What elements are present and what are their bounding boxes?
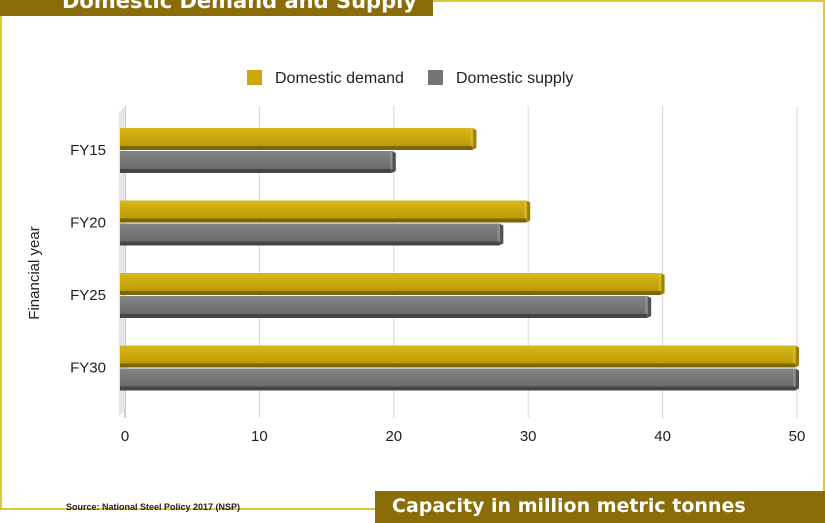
bar-domestic-supply <box>120 296 652 318</box>
x-tick-label: 0 <box>121 428 129 445</box>
source-note: Source: National Steel Policy 2017 (NSP) <box>66 502 241 512</box>
legend-item-demand: Domestic demand <box>247 70 404 87</box>
bar-domestic-demand <box>120 200 531 223</box>
category-label: FY15 <box>70 142 106 159</box>
x-tick-label: 20 <box>385 428 402 445</box>
bar-domestic-supply <box>120 368 799 391</box>
x-axis-title: Capacity in million metric tonnes <box>375 491 825 523</box>
bar-domestic-supply <box>120 151 396 173</box>
x-tick-label: 10 <box>251 428 268 445</box>
chart-title: Domestic Demand and Supply <box>0 0 433 16</box>
bar-domestic-demand <box>120 345 799 368</box>
x-tick-label: 40 <box>654 428 671 445</box>
legend-swatch <box>247 70 262 85</box>
legend-item-supply: Domestic supply <box>428 70 573 87</box>
bar-domestic-demand <box>120 128 477 150</box>
axis-wall <box>119 106 125 416</box>
bar-domestic-supply <box>120 223 504 246</box>
bar-chart: 0 10 20 30 40 50 FY15 FY20 FY25 FY30 Domestic de… <box>26 70 806 445</box>
bar-domestic-demand <box>120 273 665 295</box>
bars <box>120 128 799 391</box>
legend-label: Domestic supply <box>456 70 573 87</box>
category-label: FY20 <box>70 215 106 232</box>
legend-swatch <box>428 70 443 85</box>
x-tick-label: 50 <box>789 428 806 445</box>
legend: Domestic demand Domestic supply <box>247 70 573 87</box>
category-label: FY30 <box>70 360 106 377</box>
legend-label: Domestic demand <box>275 70 404 87</box>
y-category-labels: FY15 FY20 FY25 FY30 <box>70 142 106 377</box>
x-tick-label: 30 <box>520 428 537 445</box>
category-label: FY25 <box>70 287 106 304</box>
x-tick-labels: 0 10 20 30 40 50 <box>121 428 806 445</box>
y-axis-title: Financial year <box>26 226 43 319</box>
